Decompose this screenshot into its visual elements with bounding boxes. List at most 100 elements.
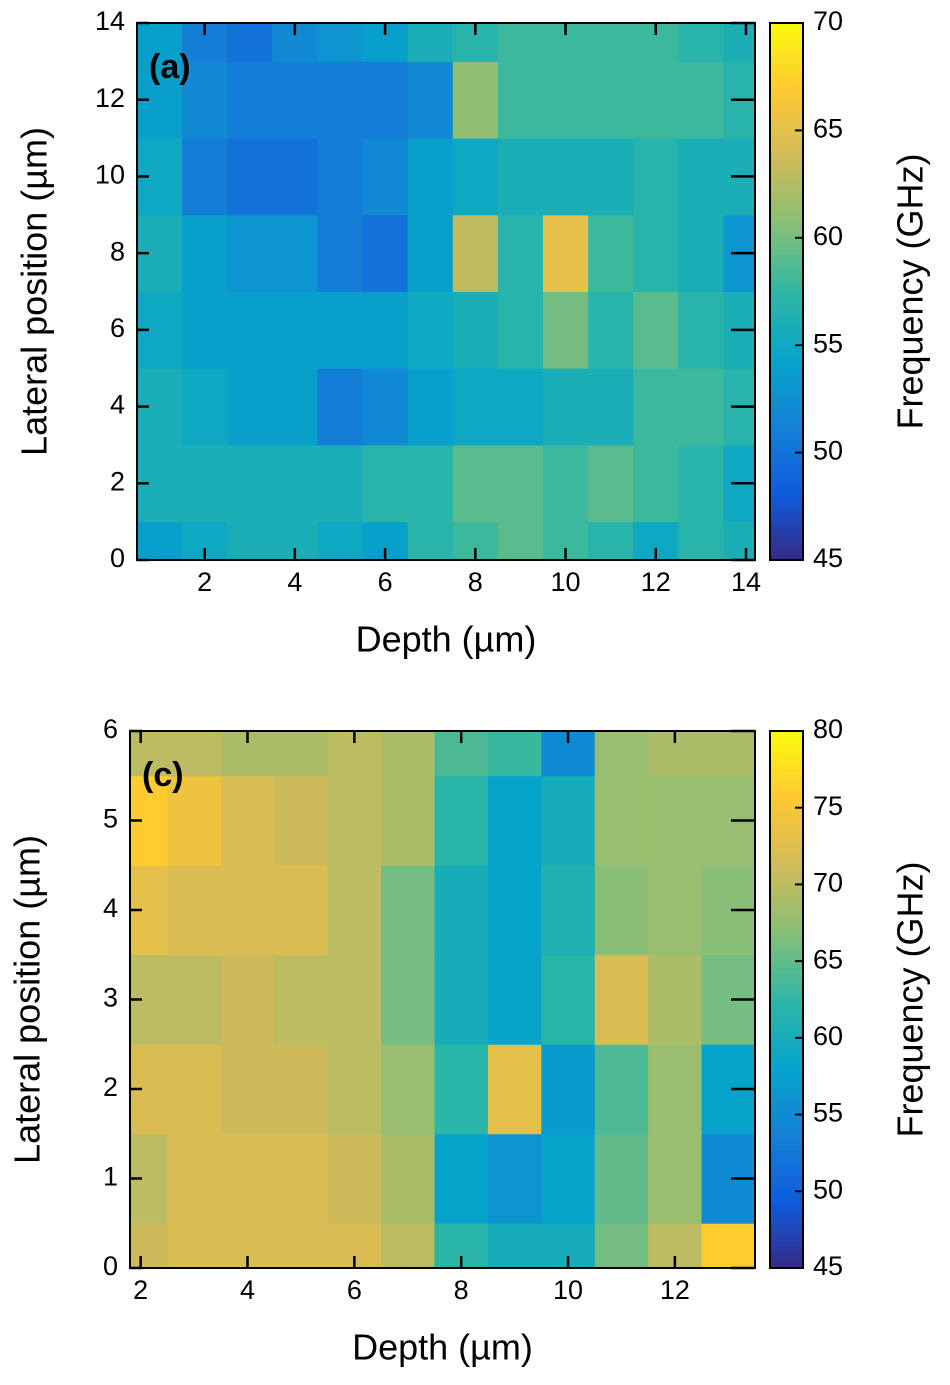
heatmap-cell [497, 23, 544, 62]
heatmap-cell [274, 1223, 329, 1269]
y-tick-label: 3 [103, 983, 118, 1013]
heatmap-cell [594, 865, 649, 956]
heatmap-cell [272, 368, 318, 446]
colorbar-segment [770, 452, 803, 459]
heatmap-cell [487, 1223, 542, 1269]
colorbar-segment [770, 988, 803, 995]
colorbar-tick-label: 60 [813, 221, 843, 251]
heatmap-cell [497, 368, 544, 446]
panel-label: (a) [149, 48, 191, 86]
colorbar-segment [770, 404, 803, 411]
colorbar-segment [770, 773, 803, 780]
colorbar-segment [770, 538, 803, 545]
colorbar-segment [770, 795, 803, 802]
colorbar-segment [770, 736, 803, 743]
y-tick-label: 12 [95, 83, 125, 113]
colorbar-segment [770, 924, 803, 931]
colorbar-segment [770, 1037, 803, 1044]
heatmap-cell [588, 291, 634, 369]
heatmap-cell [541, 1133, 596, 1224]
heatmap-cell [678, 444, 724, 523]
heatmap-cell [723, 23, 756, 62]
colorbar-segment [770, 1128, 803, 1135]
heatmap-cell [678, 368, 724, 446]
heatmap-cell [648, 1133, 703, 1224]
colorbar-segment [770, 200, 803, 207]
colorbar-segment [770, 98, 803, 105]
colorbar-segment [770, 125, 803, 131]
colorbar-segment [770, 114, 803, 121]
colorbar-segment [770, 1112, 803, 1119]
colorbar-segment [770, 1004, 803, 1011]
colorbar-segment [770, 806, 803, 813]
heatmap-cell [227, 368, 273, 446]
colorbar-segment [770, 833, 803, 839]
colorbar-segment [770, 1251, 803, 1258]
heatmap-cell [407, 521, 454, 561]
colorbar-segment [770, 800, 803, 807]
heatmap-cell [272, 61, 318, 139]
heatmap-cell [317, 368, 364, 446]
colorbar-segment [770, 1235, 803, 1242]
colorbar-segment [770, 205, 803, 212]
colorbar-segment [770, 49, 803, 56]
heatmap-cell [434, 775, 489, 866]
y-tick-label: 6 [110, 313, 125, 343]
colorbar-segment [770, 232, 803, 239]
colorbar-segment [770, 280, 803, 287]
heatmap-cell [130, 1223, 168, 1269]
colorbar-segment [770, 457, 803, 464]
x-tick-label: 4 [240, 1275, 255, 1305]
colorbar-tick-label: 50 [813, 436, 843, 466]
heatmap-cell [167, 1223, 222, 1269]
heatmap-cell [407, 368, 454, 446]
colorbar-segment [770, 221, 803, 228]
heatmap-cell [497, 61, 544, 139]
heatmap-cell [167, 865, 222, 956]
colorbar-segment [770, 854, 803, 861]
colorbar-segment [770, 323, 803, 330]
colorbar-segment [770, 1160, 803, 1167]
heatmap-cell [182, 61, 228, 139]
colorbar-segment [770, 296, 803, 303]
heatmap-cell [541, 1044, 596, 1135]
heatmap-cell [381, 954, 435, 1045]
colorbar-segment [770, 350, 803, 357]
colorbar-segment [770, 431, 803, 438]
colorbar-segment [770, 543, 803, 550]
colorbar-segment [770, 994, 803, 1001]
colorbar-segment [770, 811, 803, 818]
colorbar-tick-label: 65 [813, 114, 843, 144]
colorbar-segment [770, 1219, 803, 1226]
colorbar-segment [770, 151, 803, 158]
colorbar-segment [770, 329, 803, 336]
heatmap-cell [220, 954, 275, 1045]
colorbar-segment [770, 757, 803, 764]
colorbar-segment [770, 1074, 803, 1081]
colorbar-segment [770, 1042, 803, 1049]
heatmap-cell [137, 23, 183, 62]
heatmap-cell [648, 954, 703, 1045]
colorbar-segment [770, 913, 803, 920]
colorbar-segment [770, 752, 803, 759]
colorbar-segment [770, 307, 803, 314]
heatmap-cell [542, 214, 589, 292]
colorbar-segment [770, 549, 803, 556]
colorbar-segment [770, 119, 803, 126]
heatmap-cell [542, 138, 589, 216]
heatmap-cell [220, 1044, 275, 1135]
colorbar-segment [770, 972, 803, 979]
colorbar-segment [770, 264, 803, 271]
heatmap-cell [381, 865, 435, 956]
heatmap-cell [678, 23, 724, 62]
heatmap-cell [227, 61, 273, 139]
colorbar-segment [770, 65, 803, 72]
colorbar-segment [770, 768, 803, 775]
heatmap-cell [381, 775, 435, 866]
colorbar-segment [770, 468, 803, 475]
x-tick-label: 8 [454, 1275, 469, 1305]
colorbar-segment [770, 409, 803, 416]
x-tick-label: 4 [287, 567, 302, 597]
colorbar-segment [770, 1165, 803, 1172]
colorbar-segment [770, 253, 803, 260]
